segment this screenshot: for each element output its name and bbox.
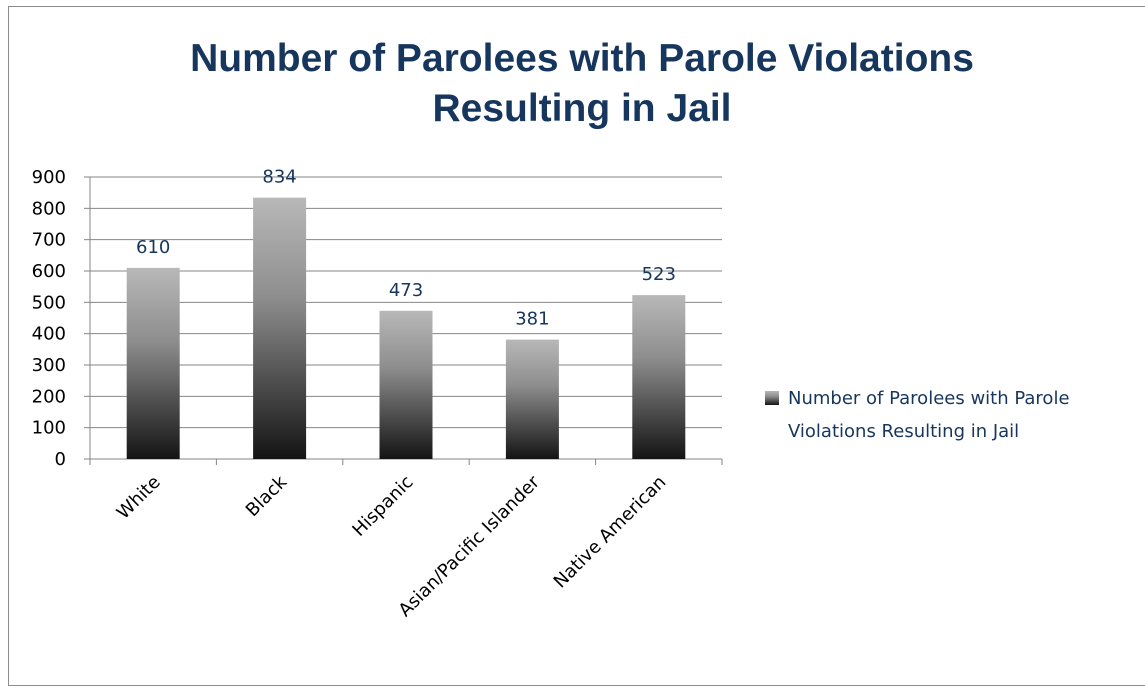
bars xyxy=(126,197,686,459)
chart-title-line: Number of Parolees with Parole Violation… xyxy=(190,37,974,80)
y-tick-label: 300 xyxy=(32,355,66,376)
data-label: 381 xyxy=(515,309,549,330)
category-label: Black xyxy=(242,471,292,521)
chart-title-line: Resulting in Jail xyxy=(432,87,732,130)
y-tick-label: 200 xyxy=(32,386,66,407)
bar xyxy=(253,197,307,459)
legend: Number of Parolees with Parole Violations… xyxy=(765,388,1070,442)
category-label: White xyxy=(113,472,165,524)
chart-title: Number of Parolees with Parole Violation… xyxy=(0,34,1145,134)
y-tick-label: 600 xyxy=(32,261,66,282)
data-label: 473 xyxy=(389,280,423,301)
y-tick-label: 900 xyxy=(32,167,66,188)
data-label: 610 xyxy=(136,237,170,258)
data-labels: 610 834 473 381 523 xyxy=(136,167,676,330)
y-tick-label: 100 xyxy=(32,418,66,439)
data-label: 523 xyxy=(642,264,676,285)
legend-label-line: Number of Parolees with Parole xyxy=(788,388,1070,409)
y-axis-tick-labels: 0 100 200 300 400 500 600 700 800 900 xyxy=(32,167,66,470)
bar xyxy=(632,295,686,459)
category-label: Native American xyxy=(550,472,671,593)
y-tick-label: 500 xyxy=(32,292,66,313)
bar xyxy=(505,339,559,459)
bar xyxy=(126,267,180,459)
y-tick-label: 400 xyxy=(32,324,66,345)
y-tick-label: 0 xyxy=(55,449,66,470)
y-tick-label: 800 xyxy=(32,198,66,219)
y-tick-label: 700 xyxy=(32,230,66,251)
data-label: 834 xyxy=(262,167,296,188)
chart-frame xyxy=(8,6,1145,686)
category-label: Asian/Pacific Islander xyxy=(395,471,545,621)
category-label: Hispanic xyxy=(348,472,417,541)
legend-swatch xyxy=(765,391,779,405)
legend-label: Number of Parolees with Parole Violations… xyxy=(788,388,1070,442)
bar xyxy=(379,310,433,459)
legend-label-line: Violations Resulting in Jail xyxy=(788,421,1019,442)
